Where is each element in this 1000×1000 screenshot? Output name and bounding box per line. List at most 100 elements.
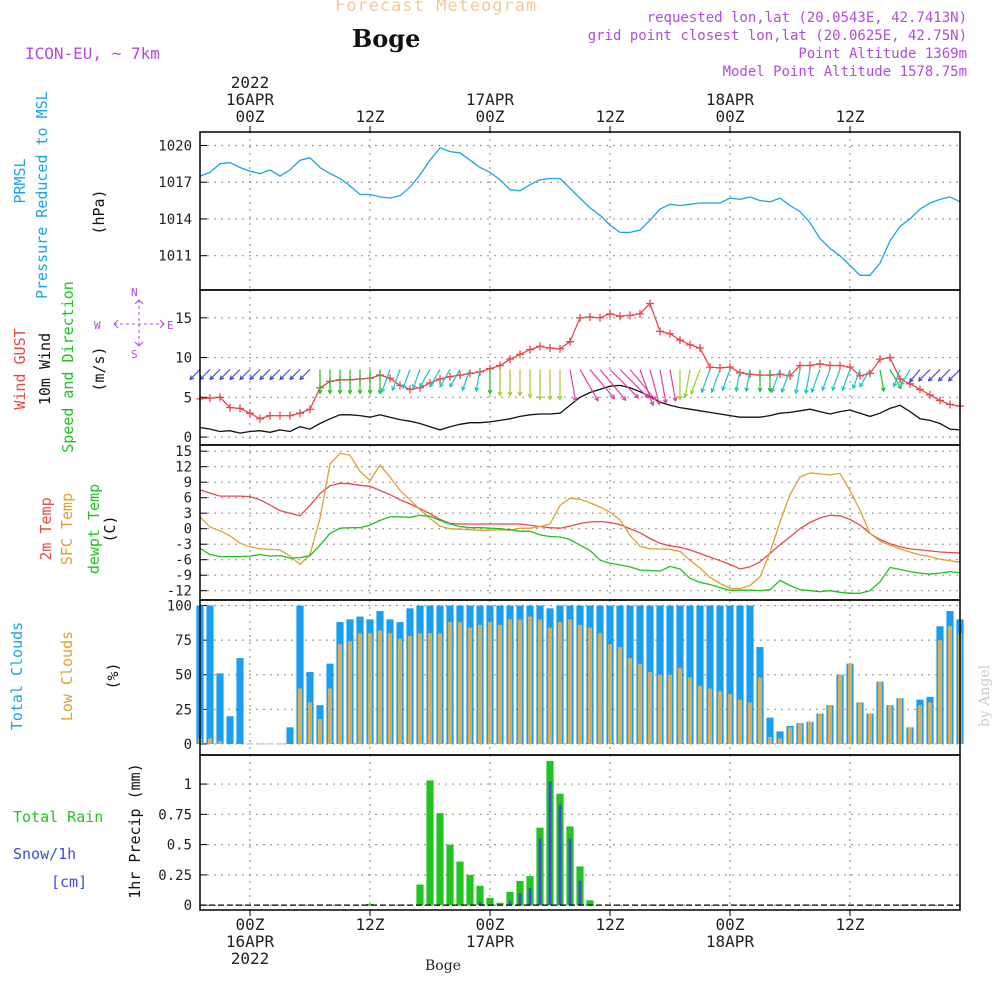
wind-direction-barb xyxy=(259,369,271,380)
top-time-label: 00Z xyxy=(716,107,745,126)
wind-direction-barb xyxy=(209,369,221,380)
wind-barb-head xyxy=(259,375,265,381)
wind-direction-barb xyxy=(879,369,885,392)
bar-low-clouds xyxy=(578,624,582,744)
wind-barb-head xyxy=(644,393,650,399)
bar-low-clouds xyxy=(548,627,552,744)
wind-barb-head xyxy=(189,375,195,381)
bar-low-clouds xyxy=(458,622,462,744)
gust-marker xyxy=(636,309,644,318)
wind-direction-barb xyxy=(735,369,741,392)
wind-barb-head xyxy=(429,382,434,388)
panel-frame xyxy=(199,131,961,291)
bar-low-clouds xyxy=(618,647,622,744)
wind-direction-barb xyxy=(948,369,961,382)
wind-barb-head xyxy=(219,375,225,381)
wind-direction-barb xyxy=(721,369,731,391)
compass-west: W xyxy=(94,319,101,332)
bar-low-clouds xyxy=(688,677,692,744)
bar-low-clouds xyxy=(568,619,572,744)
panel-frame xyxy=(199,444,961,601)
y-tick-label: 15 xyxy=(175,444,192,460)
bar-total-rain xyxy=(456,861,464,906)
bottom-time-label: 17APR xyxy=(466,932,515,951)
bar-total-rain xyxy=(416,884,424,906)
y-tick-label: 1020 xyxy=(158,138,192,154)
wind-barb-head xyxy=(700,387,706,394)
series-line-prmsl xyxy=(199,147,961,276)
y-tick-label: 0 xyxy=(184,522,192,538)
series-line-2m-temp xyxy=(199,482,961,570)
wind-barb-head xyxy=(507,391,513,397)
y-tick-label: 1014 xyxy=(158,212,192,228)
wind-barb-head xyxy=(689,389,695,396)
wind-direction-barb xyxy=(805,369,811,394)
top-time-label: 00Z xyxy=(236,107,265,126)
wind-barb-head xyxy=(461,386,466,392)
y-tick-label: 0 xyxy=(184,430,192,446)
wind-barb-head xyxy=(831,386,836,392)
wind-barb-head xyxy=(269,375,275,381)
wind-direction-barb xyxy=(439,369,451,388)
wind-direction-barb xyxy=(821,369,831,391)
wind-direction-barb xyxy=(889,369,902,389)
bottom-time-label: 16APR xyxy=(226,932,275,951)
bar-low-clouds xyxy=(478,624,482,744)
wind-direction-barb xyxy=(239,369,251,380)
panel-2: 0 5 10 15 xyxy=(175,289,964,446)
wind-barb-head xyxy=(851,384,857,390)
gust-marker xyxy=(306,405,314,414)
bar-low-clouds xyxy=(398,638,402,744)
y-tick-label: 15 xyxy=(175,311,192,327)
wind-direction-barb xyxy=(429,369,441,388)
top-time-label: 18APR xyxy=(706,90,755,109)
bar-low-clouds xyxy=(638,663,642,744)
gust-marker xyxy=(656,327,664,336)
bar-low-clouds xyxy=(358,633,362,744)
bar-low-clouds xyxy=(778,738,782,744)
wind-barb-head xyxy=(299,375,305,381)
bar-low-clouds xyxy=(428,633,432,744)
bar-low-clouds xyxy=(388,633,392,744)
compass-south: S xyxy=(131,348,138,361)
bar-total-clouds xyxy=(726,605,734,744)
gust-marker xyxy=(516,350,524,359)
wind-direction-barb xyxy=(569,369,577,402)
y-tick-label: -9 xyxy=(175,568,192,584)
y-tick-label: 0.25 xyxy=(158,868,192,884)
compass-east: E xyxy=(167,319,174,332)
y-tick-label: 1011 xyxy=(158,249,192,265)
bar-low-clouds xyxy=(588,627,592,744)
wind-barb-head xyxy=(401,384,407,390)
y-tick-label: -6 xyxy=(175,553,192,569)
gust-marker xyxy=(236,404,244,413)
wind-barb-head xyxy=(757,387,763,393)
wind-barb-head xyxy=(927,376,933,382)
gust-marker xyxy=(566,337,574,346)
bar-low-clouds xyxy=(298,688,302,744)
y-tick-label: -3 xyxy=(175,537,192,553)
bar-low-clouds xyxy=(538,619,542,744)
wind-direction-barb xyxy=(461,369,471,391)
bar-low-clouds xyxy=(628,658,632,744)
wind-barb-head xyxy=(721,386,726,392)
bar-low-clouds xyxy=(928,702,932,744)
wind-direction-barb xyxy=(909,369,921,383)
wind-barb-head xyxy=(683,393,689,399)
wind-barb-head xyxy=(239,375,245,381)
wind-barb-head xyxy=(527,393,533,399)
gust-marker xyxy=(286,411,294,420)
bottom-time-label: 2022 xyxy=(231,949,270,968)
wind-direction-barb xyxy=(859,369,871,388)
wind-direction-barb xyxy=(279,369,291,380)
y-tick-label: 25 xyxy=(175,702,192,718)
bar-low-clouds xyxy=(368,633,372,744)
gust-marker xyxy=(916,385,924,394)
wind-direction-barb xyxy=(795,369,801,394)
bar-low-clouds xyxy=(658,674,662,744)
series-line-10m-wind xyxy=(199,384,961,434)
model-point-altitude: Model Point Altitude 1578.75m xyxy=(722,64,967,80)
wind-barb-head xyxy=(557,395,563,401)
wind-direction-barb xyxy=(189,369,201,380)
